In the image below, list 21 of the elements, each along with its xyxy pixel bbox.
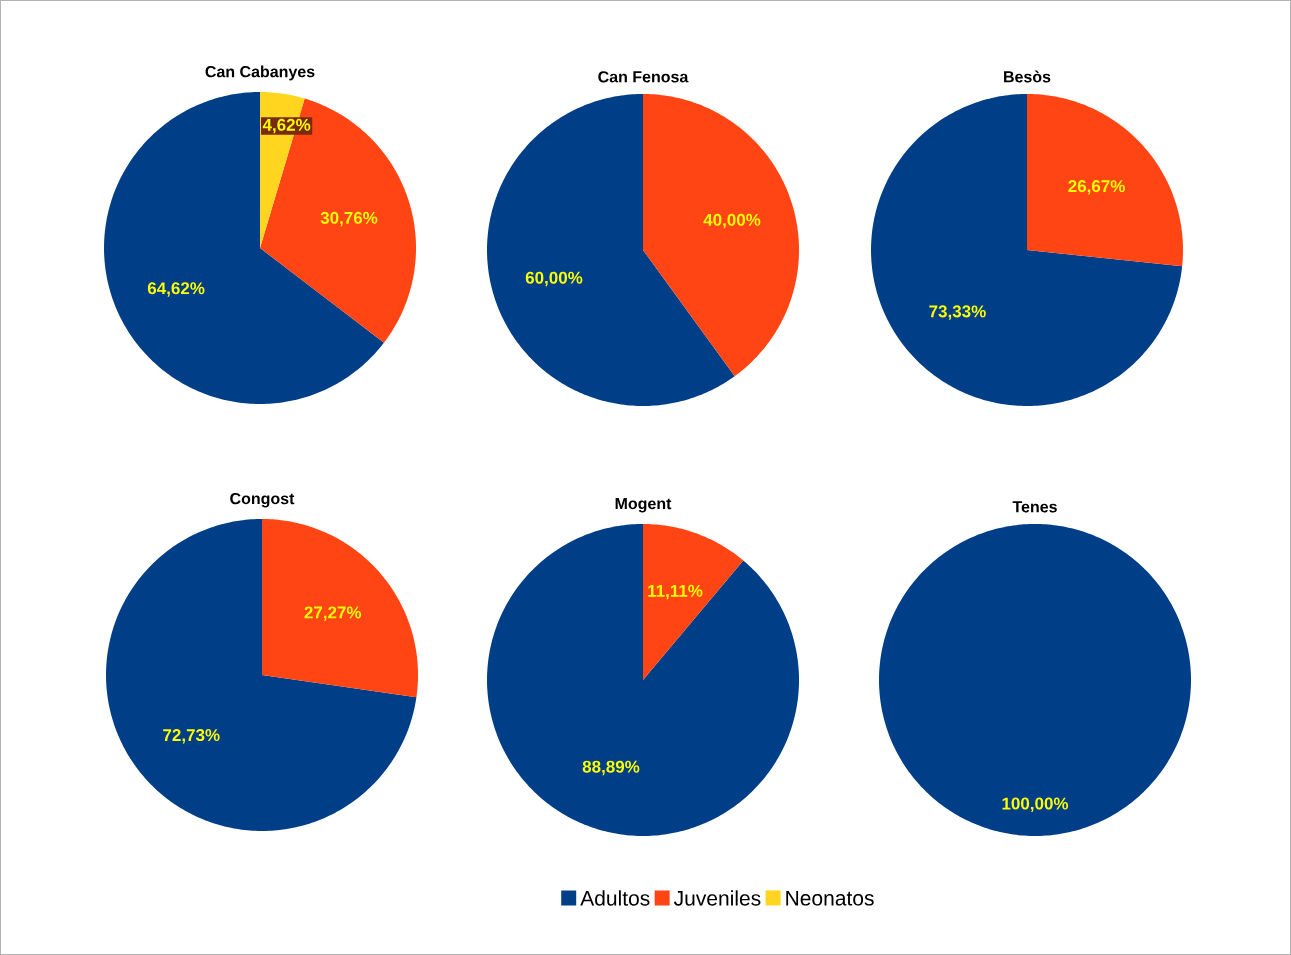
chart-title: Tenes	[1012, 501, 1057, 513]
data-label: 60,00%	[525, 271, 583, 287]
data-label: 64,62%	[147, 282, 205, 297]
data-label: 11,11%	[648, 584, 703, 600]
chart-title: Can Cabanyes	[205, 65, 315, 81]
data-label: 26,67%	[1068, 180, 1125, 195]
data-label: 40,00%	[703, 213, 761, 229]
legend-label: Adultos	[580, 890, 650, 906]
data-label: 4,62%	[262, 118, 311, 134]
data-label: 73,33%	[929, 305, 986, 320]
chart-title: Mogent	[615, 498, 672, 513]
chart-title: Besòs	[1004, 70, 1051, 83]
chart-title: Can Fenosa	[598, 71, 689, 83]
data-label: 72,73%	[163, 729, 220, 744]
data-label: 30,76%	[320, 211, 378, 227]
legend-label: Juveniles	[673, 890, 761, 906]
data-label: 27,27%	[304, 606, 362, 621]
legend-label: Neonatos	[786, 890, 874, 906]
chart-title: Congost	[230, 492, 295, 508]
data-label: 88,89%	[582, 760, 640, 776]
data-label: 100,00%	[1002, 797, 1069, 813]
